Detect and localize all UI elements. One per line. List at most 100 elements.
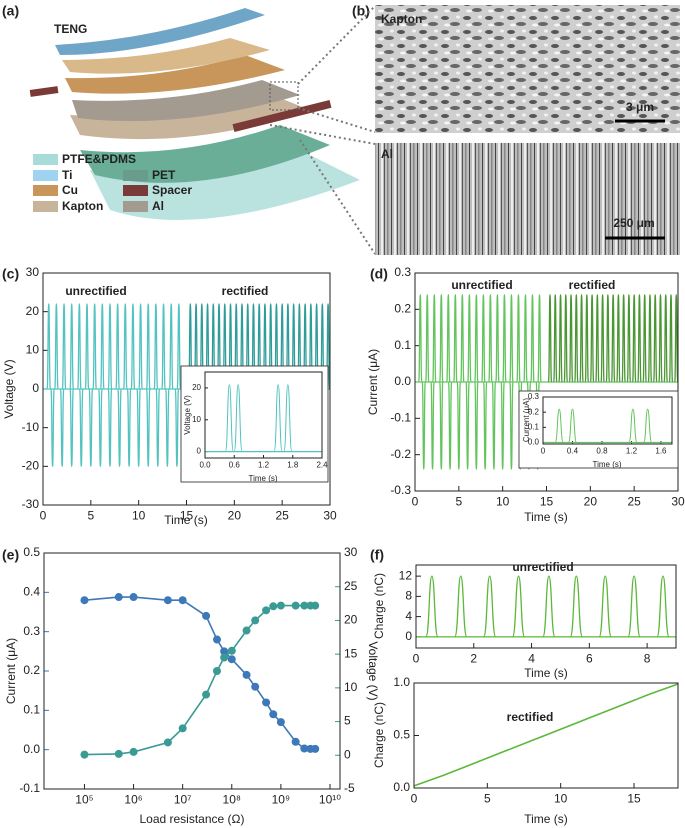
pulse xyxy=(658,294,663,383)
pulse xyxy=(165,388,170,467)
legend-label: PET xyxy=(152,168,176,182)
pulse xyxy=(509,294,514,383)
legend-label: PTFE&PDMS xyxy=(62,152,136,166)
pulse xyxy=(100,303,105,390)
legend-swatch xyxy=(33,185,58,196)
y-tick-label: 0.0 xyxy=(23,742,40,756)
pulse xyxy=(509,381,514,470)
y-axis-label: Current (μA) xyxy=(522,398,531,443)
marker xyxy=(178,596,187,605)
pulse xyxy=(59,388,65,467)
pulse xyxy=(84,303,90,390)
y-tick-label: 1.0 xyxy=(393,675,410,689)
pulse xyxy=(481,294,486,383)
x-tick-label: 1.6 xyxy=(655,447,667,456)
pulse xyxy=(627,575,641,638)
y-tick-label: 10 xyxy=(26,343,40,357)
pulse xyxy=(283,384,293,453)
marker xyxy=(300,744,309,753)
pulse xyxy=(632,294,637,383)
marker xyxy=(311,744,320,753)
y-tick-label: 0.2 xyxy=(394,302,411,316)
pulse xyxy=(233,384,243,453)
pulse xyxy=(88,388,94,467)
x-axis-label: Time (s) xyxy=(524,812,568,826)
y-axis-label: Charge (nC) xyxy=(372,573,386,639)
legend-swatch xyxy=(123,185,148,196)
x-tick-label: 0 xyxy=(412,495,419,509)
y-tick-label: 20 xyxy=(192,383,201,392)
pulse xyxy=(136,388,141,467)
pulse xyxy=(584,294,589,383)
marker xyxy=(163,738,172,747)
pulse xyxy=(224,384,234,453)
pulse xyxy=(483,575,497,638)
marker xyxy=(300,601,309,610)
legend-swatch xyxy=(33,201,58,212)
x-axis-label: Time (s) xyxy=(592,460,621,469)
pulse xyxy=(621,294,626,383)
x-tick-label: 0 xyxy=(411,792,418,806)
y-tick-label: -20 xyxy=(22,459,40,473)
pulse xyxy=(79,388,84,467)
marker xyxy=(220,653,229,662)
scale-label: 250 μm xyxy=(613,216,654,230)
legend-label: Kapton xyxy=(62,199,103,213)
pulse xyxy=(637,294,642,383)
pulse xyxy=(138,303,143,390)
pulse xyxy=(447,381,453,470)
y-tick-label: 30 xyxy=(26,265,40,279)
pulse xyxy=(653,294,658,383)
marker xyxy=(227,655,236,664)
y-tick-label: 0.5 xyxy=(23,545,40,559)
y2-tick-label: 25 xyxy=(344,579,358,593)
y-axis-label: Charge (nC) xyxy=(372,702,386,768)
y2-tick-label: 10 xyxy=(344,680,358,694)
pulse xyxy=(482,381,488,470)
pulse xyxy=(161,303,166,390)
panel-label: (b) xyxy=(352,3,370,19)
y-tick-label: 0 xyxy=(32,381,39,395)
plot-frame xyxy=(413,682,679,789)
pulse xyxy=(567,408,577,443)
y-axis-label: Current (μA) xyxy=(4,638,18,704)
panel-label: (a) xyxy=(2,3,19,19)
pulse xyxy=(439,294,444,383)
pulse xyxy=(516,294,521,383)
pulse xyxy=(54,303,59,390)
y-tick-label: 20 xyxy=(26,304,40,318)
y-tick-label: 12 xyxy=(399,568,413,582)
pulse xyxy=(491,381,497,470)
marker xyxy=(291,601,300,610)
marker xyxy=(80,750,89,759)
pulse xyxy=(98,388,103,467)
pulse xyxy=(107,388,113,467)
plot-frame xyxy=(542,396,673,445)
marker xyxy=(202,611,211,620)
series-line xyxy=(84,604,316,756)
x-tick-label: 10 xyxy=(554,792,568,806)
image-label: Al xyxy=(381,147,393,161)
y-axis-label: Voltage (V) xyxy=(2,359,16,418)
x-axis-label: Time (s) xyxy=(248,474,277,483)
pulse xyxy=(115,303,120,390)
pulse xyxy=(600,294,605,383)
marker xyxy=(114,593,123,602)
annotation: unrectified xyxy=(65,284,126,298)
x-tick-label: 5 xyxy=(455,495,462,509)
x-axis-label: Time (s) xyxy=(524,666,568,680)
x-tick-label: 25 xyxy=(627,495,641,509)
pulse xyxy=(626,294,632,383)
marker xyxy=(178,724,187,733)
pulse xyxy=(579,294,584,383)
x-tick-label: 0 xyxy=(40,509,47,523)
annotation: rectified xyxy=(569,278,616,292)
x-axis-label: Time (s) xyxy=(524,510,568,524)
x-tick-label: 10 xyxy=(132,509,146,523)
pulse xyxy=(123,303,128,390)
sem-image xyxy=(375,5,680,133)
pulse xyxy=(460,294,465,383)
pulse xyxy=(176,303,182,390)
pulse xyxy=(568,294,574,383)
